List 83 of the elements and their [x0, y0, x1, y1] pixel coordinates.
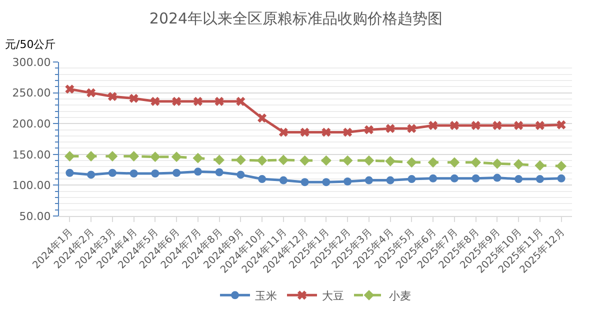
point [278, 128, 288, 137]
point [64, 151, 75, 162]
point [364, 125, 374, 134]
point [364, 176, 373, 184]
point [236, 170, 245, 179]
point [150, 152, 160, 162]
point [235, 154, 246, 166]
point [556, 120, 566, 130]
legend-label: 大豆 [322, 289, 344, 302]
point [450, 174, 458, 182]
point [150, 96, 160, 106]
point [278, 154, 289, 166]
point [514, 120, 524, 130]
point [300, 128, 310, 137]
point [322, 128, 331, 137]
point [534, 160, 546, 171]
y-tick-label: 250.00 [12, 86, 51, 100]
point [385, 156, 396, 166]
point [172, 96, 182, 106]
point [342, 155, 353, 166]
point [493, 174, 502, 182]
point [320, 155, 332, 166]
point [279, 176, 288, 184]
point [66, 168, 74, 177]
point [258, 175, 266, 184]
point [557, 174, 566, 182]
point [192, 152, 204, 164]
point [130, 170, 138, 178]
point [536, 175, 544, 184]
point [86, 151, 96, 162]
point [236, 96, 246, 106]
point [471, 120, 480, 130]
point [535, 120, 544, 130]
point [107, 151, 118, 162]
point [406, 157, 417, 168]
y-tick-label: 50.00 [19, 210, 51, 223]
y-tick-label: 100.00 [12, 179, 51, 192]
point [514, 175, 523, 184]
point [429, 174, 438, 182]
point [428, 157, 438, 168]
point [386, 124, 395, 134]
point [129, 94, 138, 103]
chart-title: 2024年以来全区原粮标准品收购价格趋势图 [149, 9, 443, 28]
point [300, 178, 309, 186]
legend-label: 玉米 [255, 289, 277, 302]
y-tick-label: 200.00 [12, 117, 51, 130]
point [128, 151, 140, 162]
point [172, 168, 181, 177]
point [492, 158, 502, 169]
point [364, 155, 374, 166]
point [87, 170, 96, 179]
point [86, 88, 96, 98]
legend-label: 小麦 [389, 289, 411, 302]
point [214, 154, 225, 166]
point [256, 155, 268, 166]
point [407, 124, 416, 134]
point [108, 168, 116, 177]
point [171, 152, 182, 162]
point [449, 157, 460, 168]
point [428, 120, 438, 130]
point [65, 84, 74, 94]
y-tick-label: 150.00 [12, 148, 51, 162]
point [343, 128, 352, 137]
point [214, 96, 224, 106]
point [194, 168, 202, 176]
point [193, 96, 202, 106]
point [492, 120, 502, 130]
point [108, 92, 117, 102]
y-axis-title: 元/50公斤 [5, 38, 56, 51]
point [258, 114, 267, 123]
point [513, 159, 524, 170]
point [300, 155, 310, 166]
point [450, 120, 459, 130]
point [472, 174, 480, 182]
point [322, 178, 330, 186]
point [151, 170, 160, 178]
point [408, 175, 416, 184]
point [556, 160, 567, 172]
point [470, 157, 482, 168]
y-tick-label: 300.00 [12, 56, 51, 69]
point [215, 168, 224, 176]
point [344, 178, 352, 186]
point [386, 176, 394, 184]
